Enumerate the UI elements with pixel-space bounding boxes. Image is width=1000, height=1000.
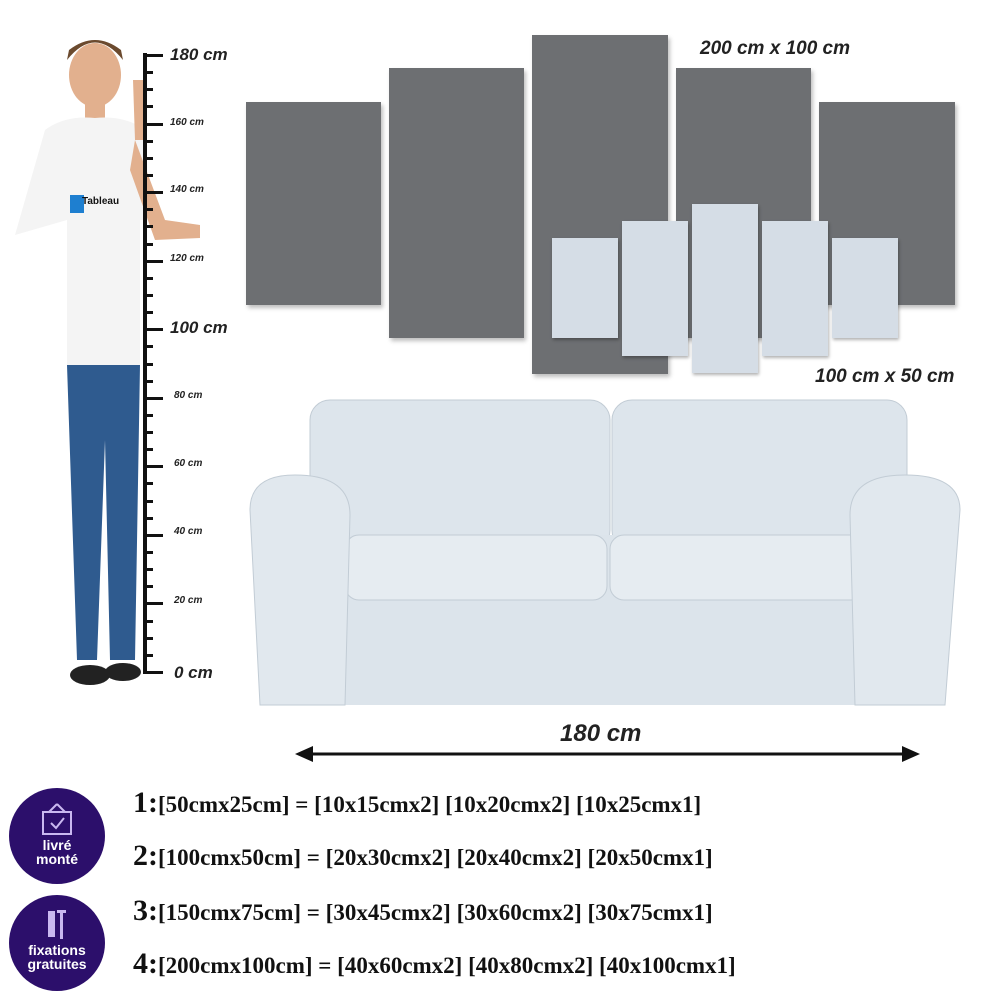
- ruler-tick: [143, 619, 153, 623]
- ruler-tick: [143, 482, 153, 486]
- ruler-tick: [143, 413, 153, 417]
- size-row: 4:[200cmx100cm] = [40x60cmx2] [40x80cmx2…: [133, 947, 736, 981]
- ruler-tick: [143, 362, 153, 366]
- person-illustration: [15, 40, 200, 685]
- ruler-label: 20 cm: [174, 595, 203, 606]
- ruler-tick: [143, 379, 153, 383]
- badge-line1: fixations: [28, 942, 86, 958]
- badge-delivered-mounted: livré monté: [9, 788, 105, 884]
- ruler-tick: [143, 328, 163, 332]
- size-text: [200cmx100cm] = [40x60cmx2] [40x80cmx2] …: [158, 953, 736, 978]
- size-text: [150cmx75cm] = [30x45cmx2] [30x60cmx2] […: [158, 900, 713, 925]
- ruler-tick: [143, 71, 153, 75]
- ruler-tick: [143, 568, 153, 572]
- ruler-tick: [143, 276, 153, 280]
- ruler-tick: [143, 259, 163, 263]
- ruler-tick: [143, 585, 153, 589]
- ruler-tick: [143, 448, 153, 452]
- size-row: 2:[100cmx50cm] = [20x30cmx2] [20x40cmx2]…: [133, 839, 713, 873]
- small-panel: [692, 204, 758, 373]
- ruler-tick: [143, 293, 153, 297]
- ruler-tick: [143, 311, 153, 315]
- small-panel: [622, 221, 688, 356]
- ruler-label: 0 cm: [174, 663, 213, 682]
- large-size-label: 200 cm x 100 cm: [700, 38, 851, 59]
- size-number: 2:: [133, 839, 158, 872]
- ruler-tick: [143, 122, 163, 126]
- badge-free-fixings: fixations gratuites: [9, 895, 105, 991]
- small-panel: [552, 238, 618, 338]
- ruler-tick: [143, 431, 153, 435]
- ruler-label: 180 cm: [170, 45, 228, 64]
- ruler-label: 80 cm: [174, 390, 203, 401]
- ruler-tick: [143, 636, 153, 640]
- framed-check-icon: [42, 803, 72, 835]
- ruler-tick: [143, 88, 153, 92]
- ruler-tick: [143, 105, 153, 109]
- ruler-tick: [143, 516, 153, 520]
- ruler-tick: [143, 139, 153, 143]
- size-number: 3:: [133, 894, 158, 927]
- size-text: [100cmx50cm] = [20x30cmx2] [20x40cmx2] […: [158, 845, 713, 870]
- ruler-label: 120 cm: [170, 253, 204, 264]
- badge-line2: gratuites: [27, 956, 87, 972]
- ruler-tick: [143, 602, 163, 606]
- sofa-width-label: 180 cm: [560, 720, 642, 747]
- small-panel: [832, 238, 898, 338]
- ruler-tick: [143, 671, 163, 674]
- ruler-label: 100 cm: [170, 318, 228, 337]
- ruler-tick: [143, 225, 153, 229]
- ruler-tick: [143, 499, 153, 503]
- size-text: [50cmx25cm] = [10x15cmx2] [10x20cmx2] [1…: [158, 792, 702, 817]
- size-row: 3:[150cmx75cm] = [30x45cmx2] [30x60cmx2]…: [133, 894, 713, 928]
- large-panel: [246, 102, 381, 305]
- sofa-illustration: [249, 399, 961, 706]
- ruler-tick: [143, 533, 163, 537]
- screws-icon: [48, 910, 66, 939]
- ruler-tick: [143, 465, 163, 469]
- ruler-tick: [143, 208, 153, 212]
- ruler-tick: [143, 173, 153, 177]
- ruler-tick: [143, 191, 163, 195]
- ruler-label: 140 cm: [170, 184, 204, 195]
- ruler-tick: [143, 551, 153, 555]
- ruler-tick: [143, 396, 163, 400]
- small-panel: [762, 221, 828, 356]
- ruler-tick: [143, 345, 153, 349]
- ruler-label: 40 cm: [174, 526, 203, 537]
- ruler-label: 160 cm: [170, 117, 204, 128]
- small-size-label: 100 cm x 50 cm: [815, 366, 955, 387]
- ruler-tick: [143, 242, 153, 246]
- ruler-tick: [143, 54, 163, 57]
- size-row: 1:[50cmx25cm] = [10x15cmx2] [10x20cmx2] …: [133, 786, 701, 820]
- ruler-label: 60 cm: [174, 458, 203, 469]
- size-number: 4:: [133, 947, 158, 980]
- large-panel: [389, 68, 524, 338]
- ruler-tick: [143, 156, 153, 160]
- shirt-logo-text: Tableau: [82, 196, 120, 207]
- badge-line2: monté: [36, 851, 78, 867]
- ruler-tick: [143, 653, 153, 657]
- size-number: 1:: [133, 786, 158, 819]
- width-arrow: [295, 746, 920, 762]
- badge-line1: livré: [42, 837, 72, 853]
